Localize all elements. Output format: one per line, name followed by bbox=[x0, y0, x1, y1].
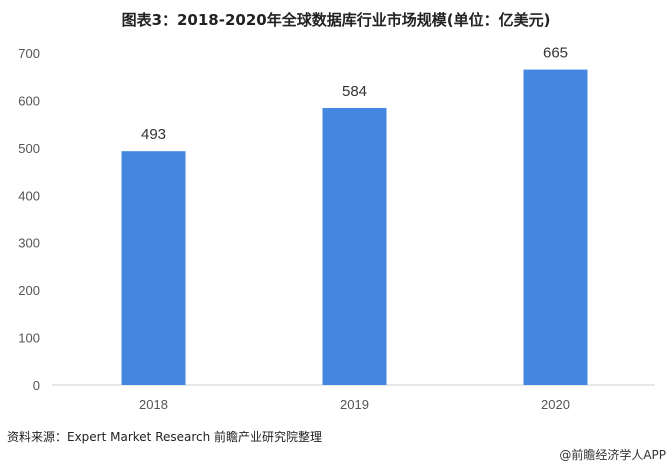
data-label: 584 bbox=[342, 83, 367, 100]
data-label: 665 bbox=[543, 45, 568, 62]
bar-chart: 0 100 200 300 400 500 600 700 493 2018 584 2019 665 2… bbox=[18, 45, 655, 412]
credit-label: @前瞻经济学人APP bbox=[559, 448, 666, 462]
y-tick-label: 700 bbox=[18, 46, 40, 61]
x-tick-label: 2019 bbox=[340, 397, 369, 412]
y-tick-label: 600 bbox=[18, 93, 40, 108]
y-tick-label: 0 bbox=[33, 378, 40, 393]
source-note: 资料来源：Expert Market Research 前瞻产业研究院整理 bbox=[7, 430, 323, 444]
bar-2020 bbox=[523, 69, 588, 385]
x-tick-label: 2018 bbox=[139, 397, 168, 412]
bar-2019 bbox=[322, 108, 387, 385]
y-tick-label: 500 bbox=[18, 141, 40, 156]
data-label: 493 bbox=[141, 126, 166, 143]
y-tick-label: 100 bbox=[18, 331, 40, 346]
chart-title: 图表3：2018-2020年全球数据库行业市场规模(单位：亿美元) bbox=[121, 11, 551, 29]
bar-2018 bbox=[121, 151, 186, 385]
x-tick-label: 2020 bbox=[541, 397, 570, 412]
y-tick-label: 400 bbox=[18, 188, 40, 203]
y-tick-label: 200 bbox=[18, 283, 40, 298]
y-tick-label: 300 bbox=[18, 236, 40, 251]
